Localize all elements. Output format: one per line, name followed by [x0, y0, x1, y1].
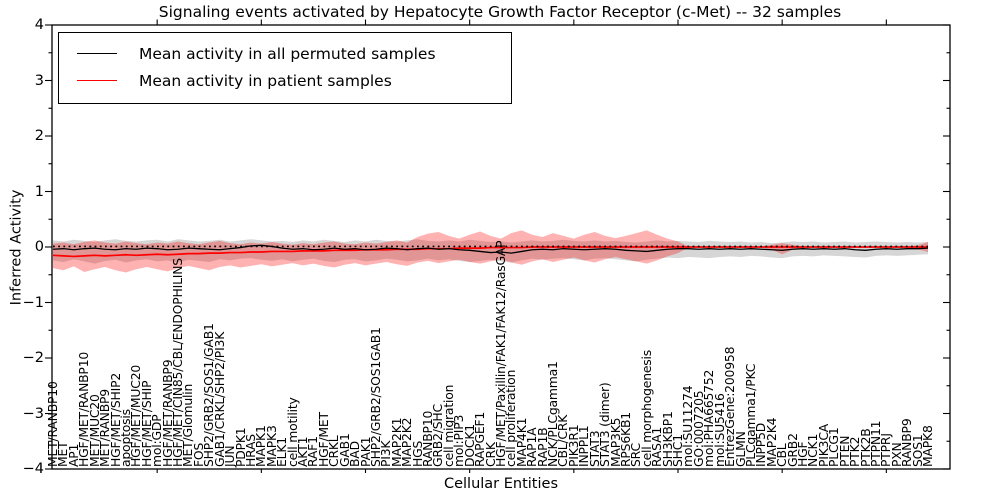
legend-entry-patient: Mean activity in patient samples — [59, 67, 511, 94]
x-tick-label: MAPK8 — [920, 425, 935, 467]
y-tick-label: −1 — [22, 294, 44, 311]
y-tick-label: 1 — [34, 183, 44, 200]
x-axis-label: Cellular Entities — [443, 476, 559, 492]
legend-label-permuted: Mean activity in all permuted samples — [139, 44, 436, 63]
legend-entry-permuted: Mean activity in all permuted samples — [59, 40, 511, 67]
chart-title: Signaling events activated by Hepatocyte… — [158, 3, 842, 21]
y-tick-label: −2 — [22, 350, 44, 366]
series-line-0 — [52, 244, 929, 254]
legend-line-patient-icon — [77, 80, 117, 81]
y-axis-label: Inferred Activity — [8, 189, 25, 306]
legend-line-permuted-icon — [77, 53, 117, 54]
legend: Mean activity in all permuted samples Me… — [58, 32, 512, 104]
legend-label-patient: Mean activity in patient samples — [139, 71, 392, 90]
series-line-1 — [52, 246, 928, 258]
y-tick-label: 4 — [34, 17, 44, 33]
y-tick-label: 2 — [34, 128, 44, 144]
y-tick-label: 0 — [34, 239, 44, 255]
y-tick-label: 3 — [34, 72, 44, 89]
y-tick-label: −4 — [22, 461, 44, 477]
y-tick-label: −3 — [22, 405, 44, 422]
